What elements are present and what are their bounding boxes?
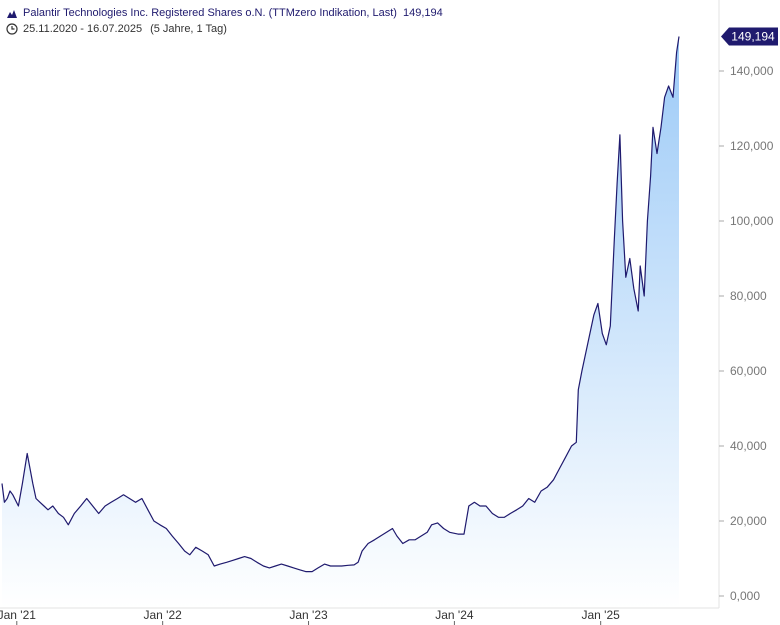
legend-period: (5 Jahre, 1 Tag) — [150, 23, 227, 35]
x-tick-label: Jan '24 — [435, 608, 474, 622]
x-tick-label: Jan '22 — [143, 608, 182, 622]
legend-last-value: 149,194 — [402, 7, 443, 19]
y-tick-label: 40,000 — [730, 439, 767, 453]
y-tick-label: 140,000 — [730, 64, 774, 78]
y-tick-label: 60,000 — [730, 364, 767, 378]
price-series-line[interactable] — [1, 36, 680, 573]
y-tick-label: 0,000 — [730, 589, 760, 603]
mountain-chart-icon — [7, 10, 17, 18]
y-tick-label: 100,000 — [730, 214, 774, 228]
clock-icon — [6, 23, 18, 35]
x-tick-label: Jan '21 — [0, 608, 36, 622]
legend-title: Palantir Technologies Inc. Registered Sh… — [23, 7, 397, 19]
chart-legend: Palantir Technologies Inc. Registered Sh… — [6, 5, 443, 37]
last-price-marker — [721, 27, 778, 46]
x-tick-label: Jan '23 — [289, 608, 328, 622]
last-price-label: 149,194 — [731, 30, 775, 44]
legend-date-range: 25.11.2020 - 16.07.2025 — [23, 23, 143, 35]
y-tick-label: 120,000 — [730, 139, 774, 153]
price-area-fill — [2, 36, 679, 608]
x-tick-label: Jan '25 — [582, 608, 621, 622]
legend-title-row: Palantir Technologies Inc. Registered Sh… — [6, 5, 443, 21]
y-tick-label: 80,000 — [730, 289, 767, 303]
y-tick-label: 20,000 — [730, 514, 767, 528]
legend-range-row: 25.11.2020 - 16.07.2025 (5 Jahre, 1 Tag) — [6, 21, 443, 37]
